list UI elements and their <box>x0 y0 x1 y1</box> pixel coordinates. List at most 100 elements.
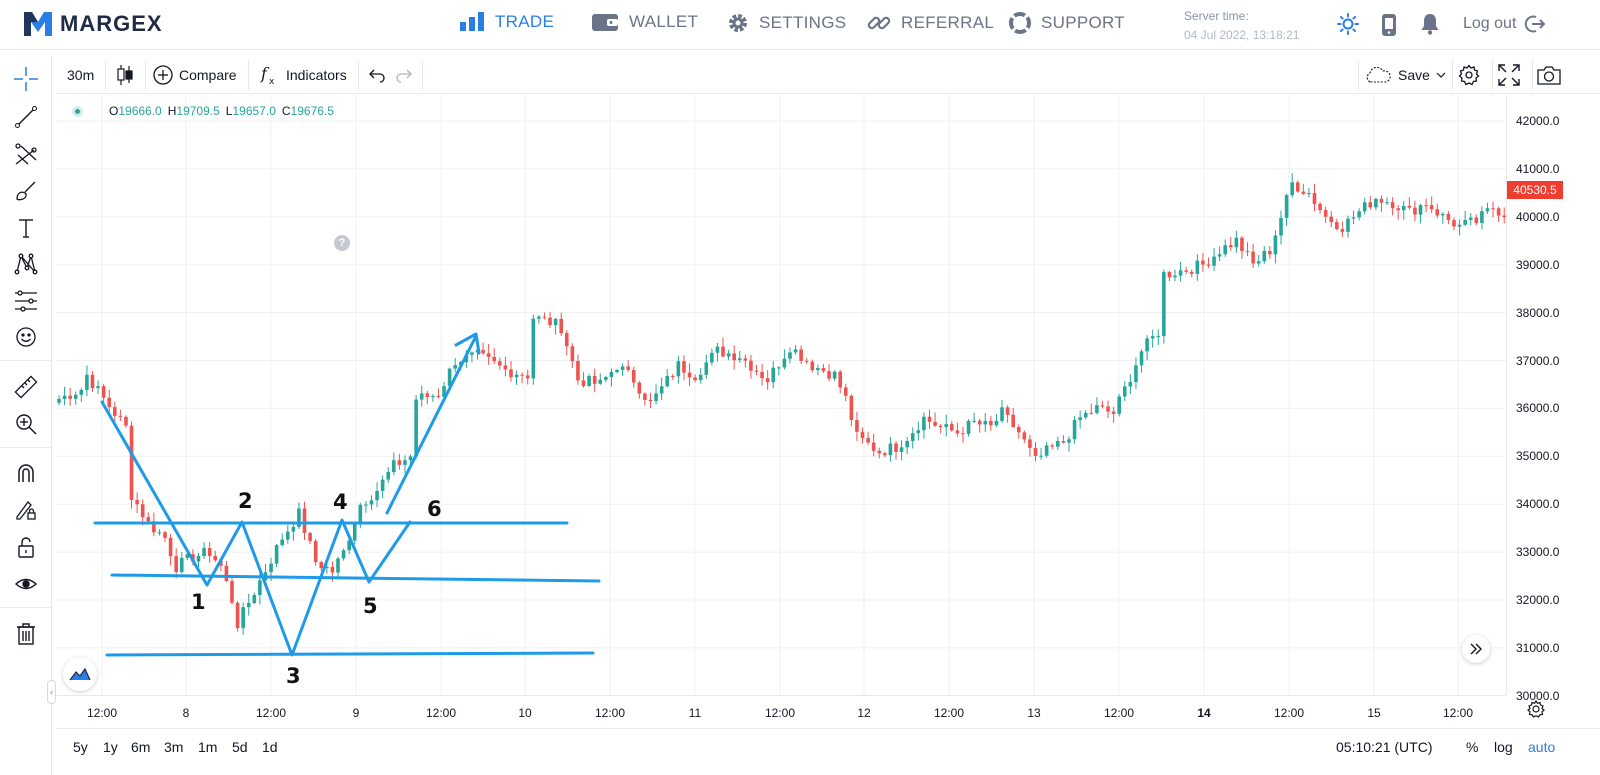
tradingview-logo-icon[interactable] <box>63 657 97 691</box>
nav-support[interactable]: SUPPORT <box>1009 12 1125 34</box>
time-label: 12:00 <box>1273 706 1305 720</box>
brand-logo[interactable]: MARGEX <box>22 10 163 38</box>
collapse-toolbar-handle[interactable]: ‹ <box>47 680 56 704</box>
candle-body <box>604 376 608 380</box>
margex-logo-icon <box>24 12 52 36</box>
candle-body <box>230 581 234 603</box>
forecast-tool-icon[interactable] <box>12 287 40 315</box>
price-label: 35000.0 <box>1516 449 1560 464</box>
candle-body <box>1011 414 1015 428</box>
compare-button[interactable]: Compare <box>153 56 237 94</box>
drawing-toolbar <box>0 56 52 775</box>
range-3m[interactable]: 3m <box>164 739 184 755</box>
double-chevron-right-icon <box>1470 643 1482 655</box>
undo-button[interactable] <box>367 56 385 94</box>
candle-body <box>302 508 307 534</box>
chart-type-button[interactable] <box>116 56 134 94</box>
price-chart[interactable] <box>56 95 1506 695</box>
candle-body <box>1240 237 1244 252</box>
trash-icon[interactable] <box>12 620 40 648</box>
redo-button[interactable] <box>396 56 414 94</box>
candle-body <box>788 352 792 359</box>
candle-body <box>514 374 519 378</box>
time-label: 12:00 <box>255 706 287 720</box>
time-label: 8 <box>182 706 190 720</box>
candle-body <box>860 431 865 439</box>
range-5y[interactable]: 5y <box>73 739 88 755</box>
percent-toggle[interactable]: % <box>1466 739 1479 755</box>
candle-body <box>325 566 329 569</box>
crosshair-tool-icon[interactable] <box>12 65 40 93</box>
scroll-to-realtime-button[interactable] <box>1462 635 1490 663</box>
top-nav: MARGEX TRADE WALLET SETTINGS REFERRAL <box>0 0 1600 50</box>
candle-body <box>855 420 859 432</box>
candle-body <box>1318 203 1322 211</box>
candle-body <box>1385 202 1389 204</box>
eye-icon[interactable] <box>12 570 40 598</box>
candle-body <box>1485 208 1490 212</box>
candle-body <box>704 362 709 375</box>
price-label: 37000.0 <box>1516 353 1560 368</box>
save-button[interactable]: Save <box>1364 56 1446 94</box>
utc-clock[interactable]: 05:10:21 (UTC) <box>1336 739 1433 755</box>
candle-body <box>553 318 558 326</box>
nav-wallet[interactable]: WALLET <box>591 12 698 32</box>
zoom-in-tool-icon[interactable] <box>12 410 40 438</box>
interval-selector[interactable]: 30m <box>67 56 94 94</box>
time-scale-settings-icon[interactable] <box>1527 699 1545 723</box>
magnet-tool-icon[interactable] <box>12 459 40 487</box>
range-1y[interactable]: 1y <box>103 739 118 755</box>
candle-body <box>894 443 898 452</box>
visibility-dot-icon[interactable] <box>72 105 83 117</box>
text-tool-icon[interactable] <box>12 214 40 242</box>
candle-body <box>252 594 257 604</box>
mobile-app-icon[interactable] <box>1381 13 1397 42</box>
nav-referral[interactable]: REFERRAL <box>867 12 994 34</box>
candle-body <box>525 375 530 379</box>
candle-body <box>977 420 982 425</box>
time-scale[interactable] <box>56 695 1506 727</box>
theme-sun-icon[interactable] <box>1337 13 1359 40</box>
bottom-line-drawing <box>105 651 595 657</box>
toolbar-divider <box>105 60 106 90</box>
indicators-button[interactable]: f x Indicators <box>260 56 347 94</box>
chart-toolbar: 30m Compare f x Indicators Save <box>56 56 1600 94</box>
pattern-tool-icon[interactable] <box>12 250 40 278</box>
price-scale[interactable] <box>1506 95 1600 695</box>
trend-line-tool-icon[interactable] <box>12 103 40 131</box>
candle-body <box>425 393 430 398</box>
candle-body <box>883 453 887 456</box>
svg-text:x: x <box>269 77 275 86</box>
fullscreen-button[interactable] <box>1498 56 1520 94</box>
nav-settings[interactable]: SETTINGS <box>727 12 846 34</box>
screenshot-button[interactable] <box>1537 56 1561 94</box>
log-toggle[interactable]: log <box>1494 739 1513 755</box>
pitchfork-tool-icon[interactable] <box>12 140 40 168</box>
unlock-icon[interactable] <box>12 533 40 561</box>
candle-body <box>397 460 402 465</box>
emoji-tool-icon[interactable] <box>12 323 40 351</box>
auto-scale-toggle[interactable]: auto <box>1528 739 1556 755</box>
lock-drawing-tool-icon[interactable] <box>12 496 40 524</box>
candle-body <box>1368 202 1373 208</box>
logout-button[interactable]: Log out <box>1463 14 1546 34</box>
candle-body <box>1413 207 1417 215</box>
candle-body <box>1061 441 1066 443</box>
candle-body <box>972 420 976 422</box>
chart-settings-button[interactable] <box>1458 56 1480 94</box>
range-6m[interactable]: 6m <box>131 739 151 755</box>
candle-body <box>944 424 949 428</box>
range-1d[interactable]: 1d <box>262 739 278 755</box>
brush-tool-icon[interactable] <box>12 177 40 205</box>
candle-body <box>213 555 218 561</box>
range-1m[interactable]: 1m <box>198 739 218 755</box>
candle-body <box>163 532 167 538</box>
range-5d[interactable]: 5d <box>232 739 248 755</box>
ruler-tool-icon[interactable] <box>12 373 40 401</box>
bell-icon[interactable] <box>1420 13 1440 40</box>
nav-trade[interactable]: TRADE <box>459 12 554 32</box>
help-icon[interactable]: ? <box>334 235 350 251</box>
candle-body <box>1279 217 1283 236</box>
open-value: 19666.0 <box>118 104 162 118</box>
candle-body <box>280 539 284 546</box>
